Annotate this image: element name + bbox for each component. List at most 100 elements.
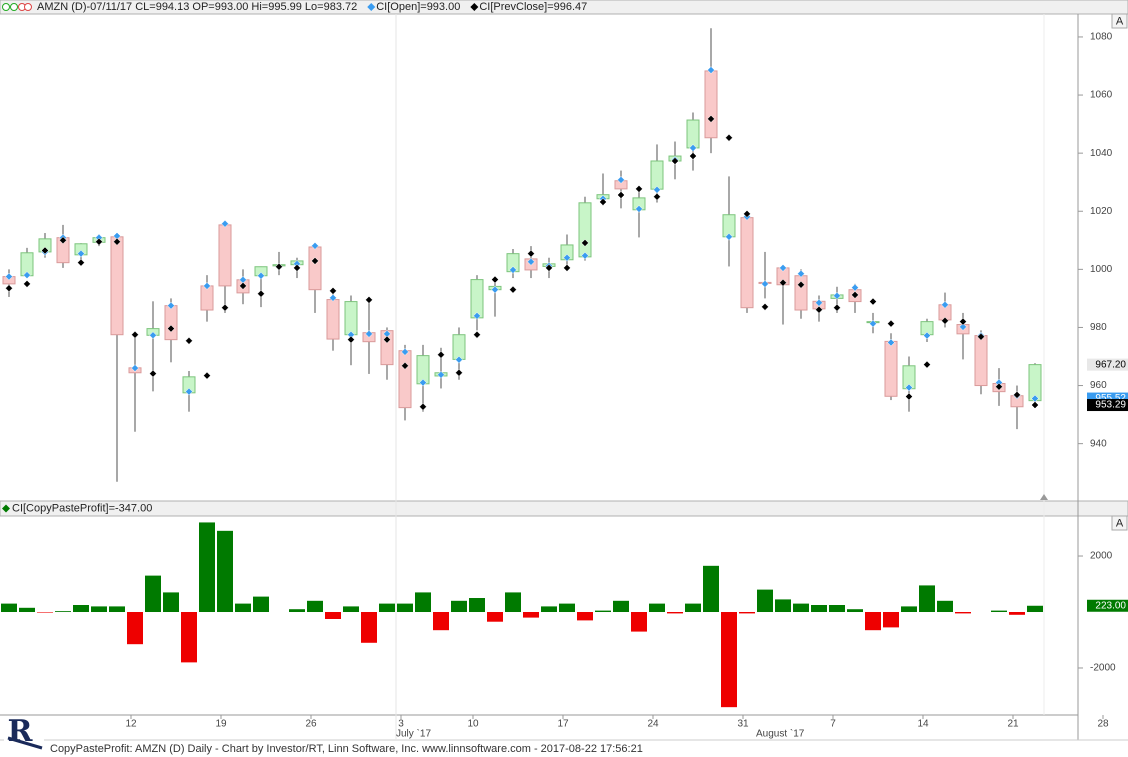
indicator-point bbox=[203, 282, 211, 290]
indicator-point bbox=[23, 271, 31, 280]
indicator-point bbox=[329, 286, 337, 295]
indicator-point bbox=[185, 387, 193, 396]
indicator-point bbox=[401, 361, 409, 370]
indicator-point bbox=[203, 371, 211, 380]
indicator-point bbox=[221, 303, 229, 312]
price-marker bbox=[1087, 599, 1128, 612]
indicator-point bbox=[329, 293, 337, 302]
icon[interactable] bbox=[24, 3, 32, 11]
icon[interactable] bbox=[10, 3, 18, 11]
indicator-point bbox=[923, 360, 931, 369]
bar bbox=[127, 612, 143, 645]
price-marker-label: 223.00 bbox=[1095, 600, 1126, 611]
candle-body bbox=[704, 70, 718, 139]
bar bbox=[379, 603, 395, 613]
bar bbox=[757, 589, 773, 613]
x-tick-label: 21 bbox=[1007, 719, 1019, 730]
indicator-point bbox=[833, 303, 841, 312]
zoom-button-label[interactable]: A bbox=[1116, 15, 1124, 27]
indicator-point bbox=[113, 237, 121, 246]
indicator-point bbox=[365, 329, 373, 338]
legend-marker bbox=[470, 3, 479, 11]
bar bbox=[235, 603, 251, 613]
legend-marker bbox=[367, 3, 376, 11]
bar bbox=[613, 600, 629, 613]
indicator-point bbox=[383, 335, 391, 344]
y-tick-label: 1020 bbox=[1090, 206, 1113, 217]
candle-body bbox=[740, 217, 754, 309]
bar bbox=[541, 606, 557, 613]
indicator-point bbox=[311, 241, 319, 250]
y-tick-label: 940 bbox=[1090, 438, 1107, 449]
bar bbox=[91, 606, 107, 613]
candle-body bbox=[344, 301, 358, 336]
indicator-point bbox=[671, 157, 679, 165]
logo-stroke bbox=[7, 736, 43, 750]
indicator-point bbox=[527, 257, 535, 266]
indicator-point bbox=[869, 297, 877, 306]
bar bbox=[37, 612, 53, 613]
indicator-point bbox=[545, 264, 553, 272]
indicator-point bbox=[617, 176, 625, 184]
indicator-point bbox=[563, 253, 571, 262]
indicator-point bbox=[95, 237, 103, 246]
bar bbox=[181, 612, 197, 663]
bar bbox=[415, 592, 431, 613]
bar bbox=[217, 530, 233, 613]
indicator-point bbox=[311, 257, 319, 265]
indicator-point bbox=[1013, 390, 1021, 399]
bar bbox=[487, 612, 503, 622]
icon[interactable] bbox=[2, 3, 10, 11]
indicator-point bbox=[941, 300, 949, 309]
indicator-point bbox=[887, 319, 895, 328]
indicator-point bbox=[851, 291, 859, 299]
bar bbox=[451, 600, 467, 613]
y-tick-label: 1080 bbox=[1090, 32, 1113, 43]
y-tick-label: 980 bbox=[1090, 322, 1107, 333]
indicator-point bbox=[761, 280, 769, 288]
candle-body bbox=[686, 119, 700, 149]
indicator-point bbox=[869, 319, 877, 328]
indicator-point bbox=[473, 311, 481, 320]
indicator-point bbox=[239, 282, 247, 290]
legend-label: CI[Open] bbox=[376, 1, 420, 13]
bar bbox=[847, 609, 863, 613]
legend-marker bbox=[2, 504, 10, 513]
zoom-button[interactable] bbox=[1111, 515, 1128, 531]
zoom-button-label[interactable]: A bbox=[1116, 517, 1124, 529]
zoom-button[interactable] bbox=[1111, 13, 1128, 29]
indicator-point bbox=[905, 383, 913, 392]
bar bbox=[955, 612, 971, 614]
candle-body bbox=[452, 334, 466, 360]
indicator-point bbox=[455, 355, 463, 364]
indicator-point bbox=[635, 185, 643, 193]
bar bbox=[739, 612, 755, 614]
bar bbox=[397, 603, 413, 613]
bar bbox=[991, 610, 1007, 613]
candle-body bbox=[164, 305, 178, 341]
bar bbox=[595, 610, 611, 613]
indicator-point bbox=[995, 382, 1003, 391]
bar bbox=[433, 612, 449, 631]
bar bbox=[505, 592, 521, 613]
x-tick-label: 19 bbox=[215, 719, 227, 730]
candle-body bbox=[110, 236, 124, 336]
legend-readout: =993.00 bbox=[420, 1, 460, 13]
bar bbox=[721, 612, 737, 708]
indicator-point bbox=[707, 66, 715, 74]
bar bbox=[253, 596, 269, 613]
indicator-point bbox=[905, 392, 913, 401]
candle-body bbox=[308, 246, 322, 291]
indicator-point bbox=[923, 331, 931, 340]
indicator-point bbox=[959, 323, 967, 331]
indicator-point bbox=[743, 210, 751, 218]
indicator-point bbox=[725, 133, 733, 142]
bar bbox=[343, 606, 359, 613]
bar bbox=[361, 612, 377, 643]
candle-body bbox=[398, 350, 412, 409]
bar bbox=[307, 600, 323, 613]
indicator-point bbox=[5, 284, 13, 293]
